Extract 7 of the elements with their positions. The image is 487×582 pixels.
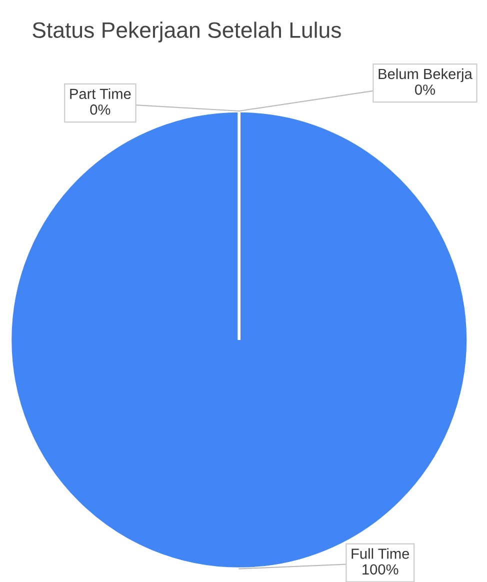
chart-title: Status Pekerjaan Setelah Lulus xyxy=(32,22,341,42)
data-label: 100% xyxy=(362,564,398,575)
category-label: Belum Bekerja xyxy=(378,68,472,82)
slice-label: Full Time xyxy=(352,548,410,559)
text: 0% xyxy=(90,104,110,115)
text: 0% xyxy=(415,84,435,95)
category-label: Part Time xyxy=(70,88,131,100)
